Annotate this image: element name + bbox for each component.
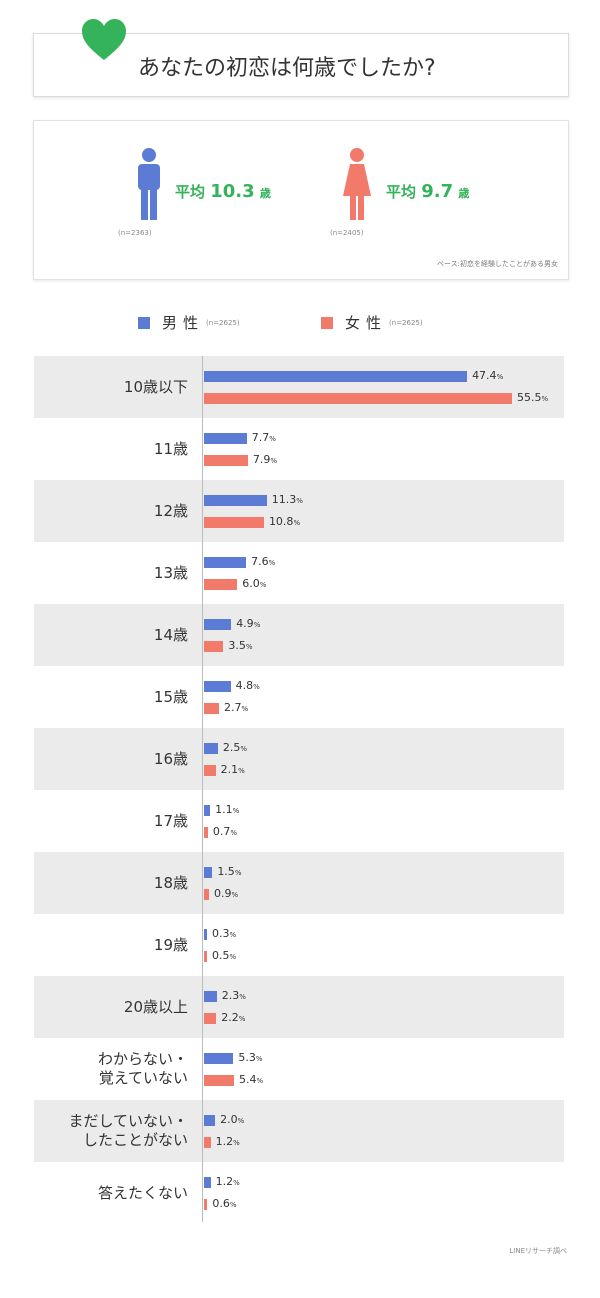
bar-male [204,495,267,506]
value-label-female: 2.7% [223,701,249,714]
chart-axis-line [202,356,203,1222]
value-label-female: 0.6% [212,1197,237,1210]
bar-male [204,1177,211,1188]
value-label-male: 1.5% [217,865,242,878]
category-label: 18歳 [153,873,188,892]
value-label-male: 11.3% [271,493,303,506]
category-label: わからない・ 覚えていない [97,1050,188,1087]
source-credit: LINEリサーチ調べ [509,1247,567,1255]
female-average: 平均 9.7 歳 [386,181,470,202]
value-label-male: 7.7% [251,431,276,444]
value-label-female: 55.5% [517,391,549,404]
value-label-male: 4.9% [236,617,261,630]
legend-male-label: 男性 [162,314,205,332]
row-background [34,976,564,1038]
category-label: 20歳以上 [123,997,188,1016]
value-label-female: 1.2% [215,1135,240,1148]
bar-female [204,579,238,590]
bar-male [204,1115,216,1126]
base-note: ベース:初恋を経験したことがある男女 [436,260,558,268]
value-label-female: 0.7% [212,825,238,838]
bar-male [204,619,232,630]
bar-female [204,455,248,466]
bar-male [204,1053,234,1064]
value-label-male: 47.4% [472,369,504,382]
average-summary-box: 平均 10.3 歳 (n=2363) 平均 9.7 歳 (n=2405) ベース… [33,120,569,280]
value-label-male: 1.2% [215,1175,240,1188]
value-label-male: 1.1% [215,803,240,816]
value-label-female: 2.2% [221,1011,246,1024]
bar-male [204,805,211,816]
value-label-male: 2.5% [222,741,248,754]
bar-female [204,765,216,776]
bar-female [204,827,208,838]
legend-female: 女性 (n=2625) [321,312,423,333]
row-background [34,356,564,418]
bar-female [204,393,513,404]
male-average: 平均 10.3 歳 [175,181,271,202]
bar-female [204,641,224,652]
value-label-female: 6.0% [242,577,267,590]
category-label: 16歳 [153,749,188,768]
category-label: 19歳 [153,935,188,954]
category-label: 13歳 [153,563,188,582]
value-label-female: 2.1% [220,763,245,776]
row-background [34,1100,564,1162]
value-label-male: 4.8% [235,679,260,692]
bar-female [204,1199,208,1210]
value-label-female: 3.5% [228,639,253,652]
row-background [34,728,564,790]
bar-female [204,517,264,528]
bar-female [204,1075,234,1086]
legend-male: 男性 (n=2625) [138,312,240,333]
value-label-male: 2.0% [220,1113,245,1126]
value-label-male: 0.3% [212,927,237,940]
female-figure-icon [343,148,371,220]
bar-male [204,371,468,382]
value-label-male: 7.6% [251,555,276,568]
bar-male [204,557,247,568]
value-label-female: 7.9% [252,453,277,466]
category-label: 10歳以下 [123,377,188,396]
chart-title: あなたの初恋は何歳でしたか? [138,56,436,81]
row-background [34,604,564,666]
legend-female-swatch [321,316,333,329]
value-label-female: 0.9% [213,887,239,900]
bar-female [204,1137,211,1148]
value-label-female: 10.8% [268,515,301,528]
value-label-female: 5.4% [238,1073,264,1086]
category-label: 答えたくない [97,1183,188,1202]
legend-male-n: (n=2625) [206,318,240,327]
legend-female-label: 女性 [345,314,388,332]
legend-female-n: (n=2625) [389,318,423,327]
bar-male [204,433,247,444]
bar-male [204,867,213,878]
bar-male [204,743,218,754]
category-label: 11歳 [153,439,188,458]
bar-female [204,703,219,714]
category-label: まだしていない・ したことがない [68,1112,188,1149]
legend-male-swatch [138,316,150,329]
heart-icon [82,19,126,60]
female-sample-size: (n=2405) [330,229,364,237]
category-label: 15歳 [153,687,188,706]
category-label: 17歳 [153,811,188,830]
row-background [34,480,564,542]
bar-male [204,929,207,940]
category-label: 12歳 [153,501,188,520]
bar-male [204,991,217,1002]
value-label-male: 2.3% [221,989,246,1002]
bar-female [204,889,209,900]
value-label-female: 0.5% [212,949,237,962]
bar-female [204,1013,217,1024]
bar-female [204,951,207,962]
row-background [34,852,564,914]
male-figure-icon [138,148,160,220]
title-box [33,33,569,97]
category-label: 14歳 [153,625,188,644]
male-sample-size: (n=2363) [118,229,152,237]
value-label-male: 5.3% [238,1051,263,1064]
bar-male [204,681,231,692]
